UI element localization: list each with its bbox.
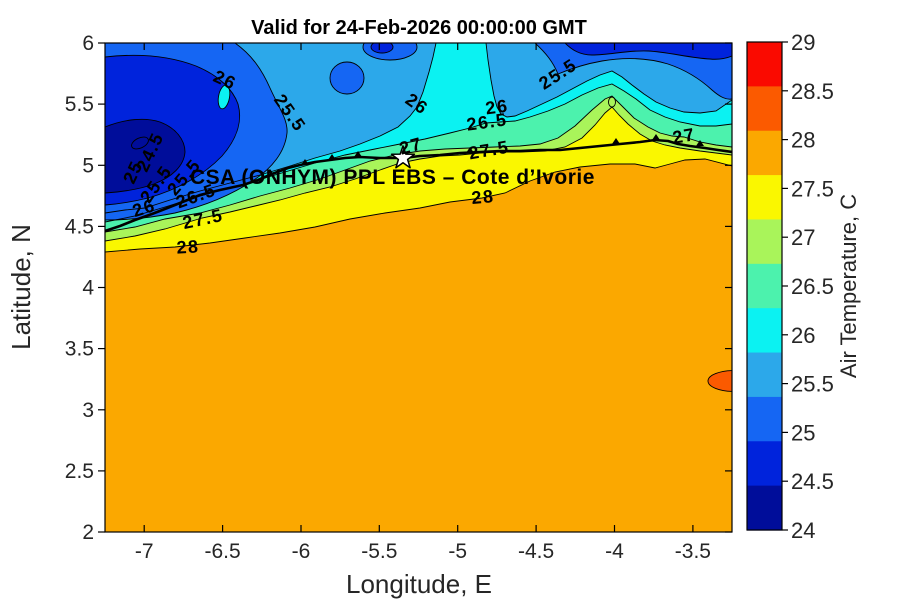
x-tick-label: -7 bbox=[135, 540, 154, 563]
contour-27-line bbox=[105, 95, 732, 233]
map-area bbox=[105, 43, 732, 532]
colorbar-band bbox=[747, 130, 782, 176]
cold-topright-royal-fill bbox=[535, 43, 732, 100]
plot-title: Valid for 24-Feb-2026 00:00:00 GMT bbox=[251, 17, 587, 39]
contour-label: 28 bbox=[176, 236, 200, 257]
colorbar-tick-label: 24 bbox=[791, 518, 815, 543]
y-axis-label: Latitude, N bbox=[6, 224, 36, 350]
colorbar-band bbox=[747, 219, 782, 265]
colorbar-band bbox=[747, 352, 782, 398]
colorbar-tick-label: 28 bbox=[791, 128, 815, 153]
x-tick-label: -6.5 bbox=[205, 540, 241, 563]
y-tick-label: 4.5 bbox=[65, 215, 94, 238]
colorbar-tick-label: 24.5 bbox=[791, 469, 834, 494]
x-tick-label: -4 bbox=[605, 540, 624, 563]
contour-label: 28 bbox=[471, 186, 496, 208]
contour-24-loop bbox=[131, 136, 149, 150]
colorbar-tick-label: 27 bbox=[791, 225, 815, 250]
contour-28-line bbox=[105, 158, 732, 253]
colorbar: 29 28.5 28 27.5 27 26.5 26 25.5 25 24.5 24 bbox=[747, 30, 834, 543]
colorbar-band bbox=[747, 441, 782, 487]
star-marker bbox=[390, 145, 416, 169]
contour-25p5-cluster-line bbox=[105, 43, 288, 221]
y-tick-label: 6 bbox=[82, 32, 94, 55]
contour-25-cluster-line bbox=[105, 54, 241, 206]
y-tick-label: 3.5 bbox=[65, 338, 94, 361]
x-tick-label: -5.5 bbox=[361, 540, 397, 563]
y-tick-label: 5.5 bbox=[65, 93, 94, 116]
cold-cluster-navy-fill bbox=[105, 119, 185, 193]
cold-topright-blue-fill bbox=[565, 43, 732, 60]
cold-blob-b-core bbox=[370, 43, 394, 54]
x-tick-label: -4.5 bbox=[518, 540, 554, 563]
contour-25p5-topright-line bbox=[534, 43, 732, 100]
contour-24p5-cluster-line bbox=[105, 118, 186, 194]
colorbar-border bbox=[746, 41, 783, 531]
contour-26-west-line bbox=[105, 43, 437, 214]
colorbar-tick-label: 28.5 bbox=[791, 79, 834, 104]
colorbar-band bbox=[747, 263, 782, 309]
colorbar-tick-label: 29 bbox=[791, 30, 815, 55]
y-tick-label: 3 bbox=[82, 399, 94, 422]
x-tick-label: -3.5 bbox=[675, 540, 711, 563]
tick-layer: -7 -6.5 -6 -5.5 -5 -4.5 -4 -3.5 6 5.5 5 4.5 4 3.5 3 2.5… bbox=[65, 32, 732, 563]
colorbar-band bbox=[747, 42, 782, 87]
x-axis-label: Longitude, E bbox=[346, 569, 492, 599]
colorbar-band bbox=[747, 396, 782, 442]
contour-27p5-peak-loop bbox=[608, 96, 616, 108]
colorbar-label: Air Temperature, C bbox=[836, 194, 861, 378]
colorbar-tick-label: 27.5 bbox=[791, 176, 834, 201]
colorbar-band bbox=[747, 308, 782, 354]
y-tick-label: 5 bbox=[82, 154, 94, 177]
x-tick-label: -6 bbox=[292, 540, 311, 563]
cold-blob-a bbox=[329, 61, 365, 95]
colorbar-tick-label: 26.5 bbox=[791, 274, 834, 299]
colorbar-band bbox=[747, 86, 782, 132]
site-annotation: CSA (ONHYM) PPL EBS – Cote d’Ivorie bbox=[190, 166, 595, 189]
x-tick-label: -5 bbox=[448, 540, 467, 563]
contour-label: 27 bbox=[671, 124, 697, 148]
colorbar-band bbox=[747, 485, 782, 531]
contour-25-topright-line bbox=[564, 43, 732, 60]
colorbar-band bbox=[747, 175, 782, 221]
colorbar-tick-label: 25 bbox=[791, 420, 815, 445]
y-tick-label: 2 bbox=[82, 521, 94, 544]
y-tick-label: 4 bbox=[82, 277, 94, 300]
y-tick-label: 2.5 bbox=[65, 460, 94, 483]
contour-26-east-line bbox=[485, 43, 732, 118]
contour-label: 26 bbox=[484, 95, 510, 118]
colorbar-tick-label: 26 bbox=[791, 323, 815, 348]
colorbar-tick-label: 25.5 bbox=[791, 372, 834, 397]
band-28p5-blob bbox=[707, 370, 732, 392]
